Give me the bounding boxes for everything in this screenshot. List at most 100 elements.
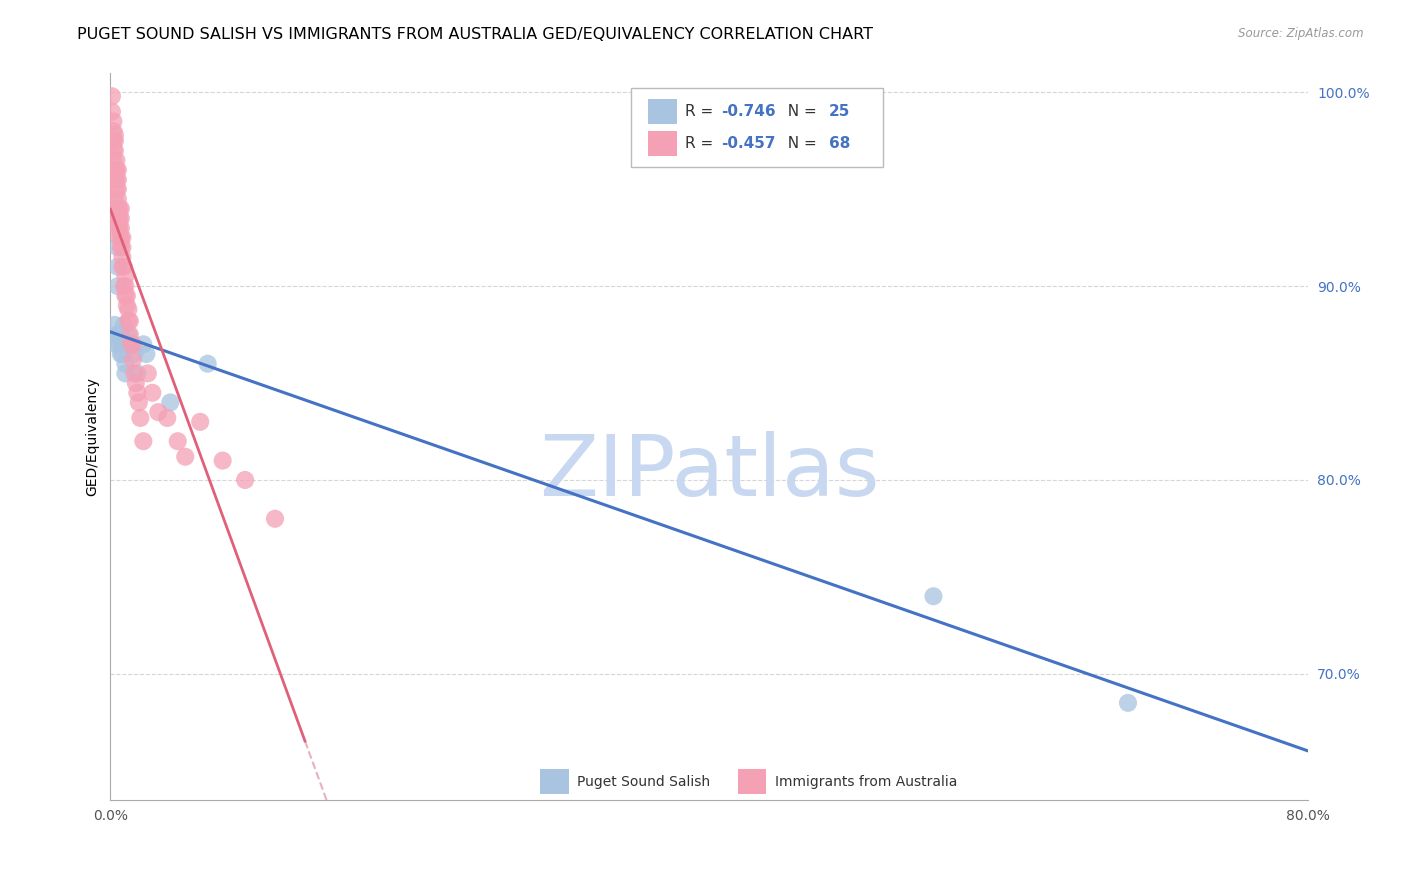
Text: Immigrants from Australia: Immigrants from Australia — [775, 774, 957, 789]
FancyBboxPatch shape — [648, 99, 676, 124]
Point — [117, 327, 139, 342]
Text: ZIPatlas: ZIPatlas — [538, 431, 879, 514]
Point — [125, 376, 148, 390]
Point — [120, 337, 142, 351]
Point — [108, 202, 131, 216]
Text: R =: R = — [685, 136, 718, 151]
Point — [110, 240, 132, 254]
Point — [107, 202, 129, 216]
Point — [128, 395, 150, 409]
FancyBboxPatch shape — [540, 769, 569, 794]
Text: Source: ZipAtlas.com: Source: ZipAtlas.com — [1239, 27, 1364, 40]
Point — [105, 182, 128, 196]
Point — [108, 230, 131, 244]
Point — [105, 172, 128, 186]
Text: 25: 25 — [828, 104, 851, 119]
Text: R =: R = — [685, 104, 718, 119]
Point — [117, 314, 139, 328]
Point — [136, 367, 159, 381]
Point — [108, 327, 131, 342]
Point — [111, 240, 134, 254]
Point — [264, 512, 287, 526]
Text: PUGET SOUND SALISH VS IMMIGRANTS FROM AUSTRALIA GED/EQUIVALENCY CORRELATION CHAR: PUGET SOUND SALISH VS IMMIGRANTS FROM AU… — [77, 27, 873, 42]
Point — [132, 337, 155, 351]
FancyBboxPatch shape — [631, 87, 883, 168]
Point — [118, 314, 141, 328]
Point — [132, 434, 155, 449]
Point — [110, 230, 132, 244]
Point — [104, 318, 127, 332]
Point — [114, 367, 136, 381]
Point — [156, 411, 179, 425]
Point — [107, 192, 129, 206]
Point — [124, 347, 146, 361]
Point — [107, 172, 129, 186]
Point — [107, 211, 129, 226]
Text: -0.746: -0.746 — [721, 104, 776, 119]
Point — [121, 337, 143, 351]
Point — [111, 260, 134, 274]
Point — [103, 153, 125, 168]
Point — [105, 153, 128, 168]
Point — [148, 405, 170, 419]
Point — [103, 124, 125, 138]
Point — [114, 289, 136, 303]
Point — [108, 337, 131, 351]
Text: 68: 68 — [828, 136, 851, 151]
Point — [141, 385, 163, 400]
Point — [112, 318, 135, 332]
Point — [112, 279, 135, 293]
Point — [111, 230, 134, 244]
Point — [108, 221, 131, 235]
Point — [922, 589, 945, 603]
Point — [105, 327, 128, 342]
Point — [114, 357, 136, 371]
Point — [112, 260, 135, 274]
Point — [107, 162, 129, 177]
Point — [110, 211, 132, 226]
Point — [111, 337, 134, 351]
Point — [103, 114, 125, 128]
Point — [103, 144, 125, 158]
Point — [135, 347, 157, 361]
Point — [110, 221, 132, 235]
Point — [110, 327, 132, 342]
Point — [197, 357, 219, 371]
Point — [174, 450, 197, 464]
Point — [104, 162, 127, 177]
Point — [101, 104, 124, 119]
Point — [188, 415, 211, 429]
Point — [211, 453, 233, 467]
Point — [104, 144, 127, 158]
Point — [129, 411, 152, 425]
Point — [103, 134, 125, 148]
Point — [233, 473, 256, 487]
Text: -0.457: -0.457 — [721, 136, 776, 151]
Point — [124, 367, 146, 381]
Point — [114, 269, 136, 284]
Point — [101, 162, 124, 177]
Point — [104, 128, 127, 142]
Point — [114, 279, 136, 293]
Point — [159, 395, 181, 409]
Point — [105, 162, 128, 177]
Point — [107, 260, 129, 274]
Point — [108, 211, 131, 226]
FancyBboxPatch shape — [648, 131, 676, 156]
Text: N =: N = — [779, 136, 823, 151]
Point — [107, 221, 129, 235]
Point — [118, 327, 141, 342]
Point — [166, 434, 188, 449]
Point — [101, 89, 124, 103]
Point — [121, 352, 143, 367]
Point — [111, 250, 134, 264]
Point — [118, 337, 141, 351]
Point — [104, 172, 127, 186]
Point — [115, 299, 138, 313]
Text: Puget Sound Salish: Puget Sound Salish — [578, 774, 710, 789]
Point — [107, 240, 129, 254]
Y-axis label: GED/Equivalency: GED/Equivalency — [86, 376, 100, 496]
Point — [115, 289, 138, 303]
Text: N =: N = — [779, 104, 823, 119]
Point — [110, 202, 132, 216]
